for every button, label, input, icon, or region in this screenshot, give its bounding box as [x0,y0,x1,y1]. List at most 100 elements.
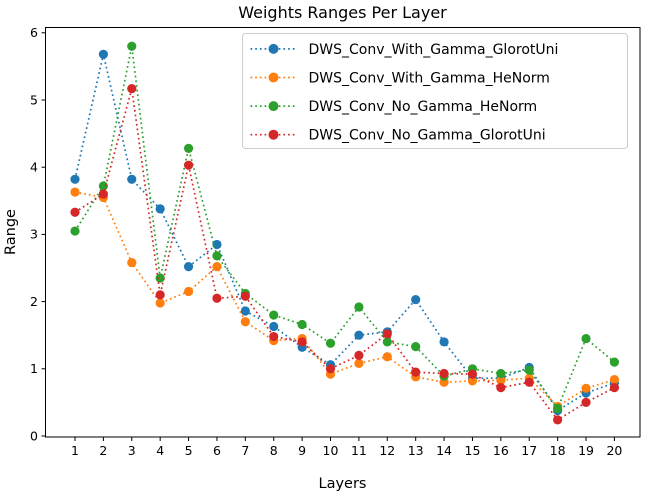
x-axis-label: Layers [319,476,367,492]
legend-item-DWS_Conv_No_Gamma_HeNorm: DWS_Conv_No_Gamma_HeNorm [250,99,538,115]
legend-marker [268,129,279,140]
data-point-DWS_Conv_No_Gamma_GlorotUni-layer-16 [496,383,506,393]
data-point-DWS_Conv_With_Gamma_GlorotUni-layer-14 [439,337,449,347]
legend-marker [268,72,279,83]
data-point-DWS_Conv_No_Gamma_HeNorm-layer-11 [354,302,364,312]
data-point-DWS_Conv_No_Gamma_GlorotUni-layer-7 [240,291,250,301]
data-point-DWS_Conv_With_Gamma_GlorotUni-layer-13 [411,294,421,305]
data-point-DWS_Conv_No_Gamma_HeNorm-layer-17 [524,365,534,375]
data-point-DWS_Conv_With_Gamma_GlorotUni-layer-7 [240,306,250,316]
x-tick-label-7: 7 [241,443,249,458]
data-point-DWS_Conv_With_Gamma_HeNorm-layer-15 [467,376,478,386]
data-point-DWS_Conv_No_Gamma_GlorotUni-layer-13 [411,367,421,377]
x-tick-label-11: 11 [351,443,367,458]
data-point-DWS_Conv_No_Gamma_HeNorm-layer-19 [581,333,591,344]
data-point-DWS_Conv_No_Gamma_GlorotUni-layer-5 [183,160,194,170]
x-tick-label-4: 4 [156,443,164,458]
data-point-DWS_Conv_No_Gamma_GlorotUni-layer-3 [127,83,137,94]
x-tick-label-6: 6 [213,443,221,458]
x-tick-label-19: 19 [578,443,594,458]
x-tick-label-12: 12 [379,443,395,458]
legend-item-DWS_Conv_With_Gamma_HeNorm: DWS_Conv_With_Gamma_HeNorm [250,71,550,87]
x-tick-label-17: 17 [521,443,537,458]
data-point-DWS_Conv_With_Gamma_HeNorm-layer-5 [183,286,194,297]
data-point-DWS_Conv_With_Gamma_GlorotUni-layer-3 [127,174,137,184]
y-tick-label-2: 2 [30,294,38,309]
data-point-DWS_Conv_With_Gamma_HeNorm-layer-4 [155,298,165,308]
y-axis-label: Range [3,209,19,255]
data-point-DWS_Conv_No_Gamma_HeNorm-layer-8 [269,310,279,320]
y-tick-label-3: 3 [30,227,38,242]
legend-marker [268,43,279,54]
chart-title: Weights Ranges Per Layer [238,3,447,22]
data-point-DWS_Conv_With_Gamma_GlorotUni-layer-11 [354,330,364,340]
data-point-DWS_Conv_With_Gamma_HeNorm-layer-20 [609,374,620,385]
legend-item-DWS_Conv_No_Gamma_GlorotUni: DWS_Conv_No_Gamma_GlorotUni [250,128,546,144]
data-point-DWS_Conv_With_Gamma_GlorotUni-layer-2 [98,49,108,59]
x-tick-label-8: 8 [270,443,278,458]
data-point-DWS_Conv_With_Gamma_HeNorm-layer-11 [354,358,364,369]
data-point-DWS_Conv_No_Gamma_GlorotUni-layer-4 [155,290,165,300]
data-point-DWS_Conv_With_Gamma_GlorotUni-layer-4 [155,204,165,214]
data-point-DWS_Conv_No_Gamma_HeNorm-layer-13 [411,342,421,352]
y-tick-label-0: 0 [30,428,38,443]
data-point-DWS_Conv_No_Gamma_GlorotUni-layer-15 [467,369,478,379]
data-point-DWS_Conv_No_Gamma_HeNorm-layer-18 [553,403,563,414]
data-point-DWS_Conv_No_Gamma_HeNorm-layer-16 [496,368,506,379]
data-point-DWS_Conv_No_Gamma_GlorotUni-layer-1 [70,207,80,217]
data-point-DWS_Conv_No_Gamma_HeNorm-layer-20 [609,357,620,367]
data-point-DWS_Conv_No_Gamma_HeNorm-layer-3 [127,41,137,51]
plot-frame [45,27,641,438]
data-point-DWS_Conv_No_Gamma_HeNorm-layer-9 [297,319,307,330]
data-point-DWS_Conv_No_Gamma_HeNorm-layer-10 [325,338,336,348]
x-tick-label-18: 18 [550,443,566,458]
series-line-DWS_Conv_No_Gamma_GlorotUni [74,88,615,422]
data-point-DWS_Conv_With_Gamma_HeNorm-layer-16 [496,375,506,385]
data-point-DWS_Conv_No_Gamma_GlorotUni-layer-20 [609,383,620,393]
data-point-DWS_Conv_With_Gamma_HeNorm-layer-12 [382,352,392,362]
data-series [70,41,620,425]
series-DWS_Conv_No_Gamma_HeNorm [70,41,620,414]
legend-item-DWS_Conv_With_Gamma_GlorotUni: DWS_Conv_With_Gamma_GlorotUni [250,42,558,58]
legend-label: DWS_Conv_With_Gamma_HeNorm [309,71,550,87]
data-point-DWS_Conv_No_Gamma_GlorotUni-layer-10 [325,364,336,374]
data-point-DWS_Conv_No_Gamma_HeNorm-layer-6 [212,251,222,261]
data-point-DWS_Conv_No_Gamma_GlorotUni-layer-18 [553,415,563,425]
legend-box [242,33,628,149]
data-point-DWS_Conv_No_Gamma_GlorotUni-layer-19 [581,397,591,407]
legend-label: DWS_Conv_No_Gamma_GlorotUni [309,128,546,144]
data-point-DWS_Conv_With_Gamma_HeNorm-layer-3 [127,258,137,268]
data-point-DWS_Conv_With_Gamma_HeNorm-layer-19 [581,383,591,393]
data-point-DWS_Conv_No_Gamma_GlorotUni-layer-2 [98,189,108,199]
x-tick-label-20: 20 [606,443,622,458]
x-tick-label-14: 14 [436,443,452,458]
y-tick-label-1: 1 [30,361,38,376]
series-DWS_Conv_No_Gamma_GlorotUni [70,83,620,425]
legend-marker [268,101,279,112]
data-point-DWS_Conv_No_Gamma_HeNorm-layer-4 [155,273,165,283]
legend-label: DWS_Conv_No_Gamma_HeNorm [309,99,538,115]
data-point-DWS_Conv_With_Gamma_GlorotUni-layer-5 [183,262,194,272]
data-point-DWS_Conv_No_Gamma_HeNorm-layer-5 [183,143,194,153]
legend: DWS_Conv_With_Gamma_GlorotUni DWS_Conv_Wi… [242,33,628,149]
x-tick-label-16: 16 [493,443,509,458]
x-tick-label-15: 15 [465,443,481,458]
data-point-DWS_Conv_No_Gamma_HeNorm-layer-12 [382,337,392,347]
data-point-DWS_Conv_No_Gamma_GlorotUni-layer-11 [354,350,364,360]
x-tick-label-2: 2 [99,443,107,458]
data-point-DWS_Conv_No_Gamma_GlorotUni-layer-6 [212,293,222,303]
y-tick-label-6: 6 [30,25,38,40]
y-tick-label-4: 4 [30,160,38,175]
series-line-DWS_Conv_No_Gamma_HeNorm [74,46,615,411]
data-point-DWS_Conv_No_Gamma_GlorotUni-layer-17 [524,377,534,387]
data-point-DWS_Conv_No_Gamma_HeNorm-layer-1 [70,226,80,236]
data-point-DWS_Conv_With_Gamma_HeNorm-layer-1 [70,187,80,197]
data-point-DWS_Conv_With_Gamma_HeNorm-layer-6 [212,262,222,272]
x-tick-label-10: 10 [323,443,339,458]
data-point-DWS_Conv_No_Gamma_GlorotUni-layer-9 [297,337,307,347]
x-tick-label-5: 5 [185,443,193,458]
y-tick-label-5: 5 [30,92,38,107]
data-point-DWS_Conv_With_Gamma_GlorotUni-layer-8 [269,321,279,332]
